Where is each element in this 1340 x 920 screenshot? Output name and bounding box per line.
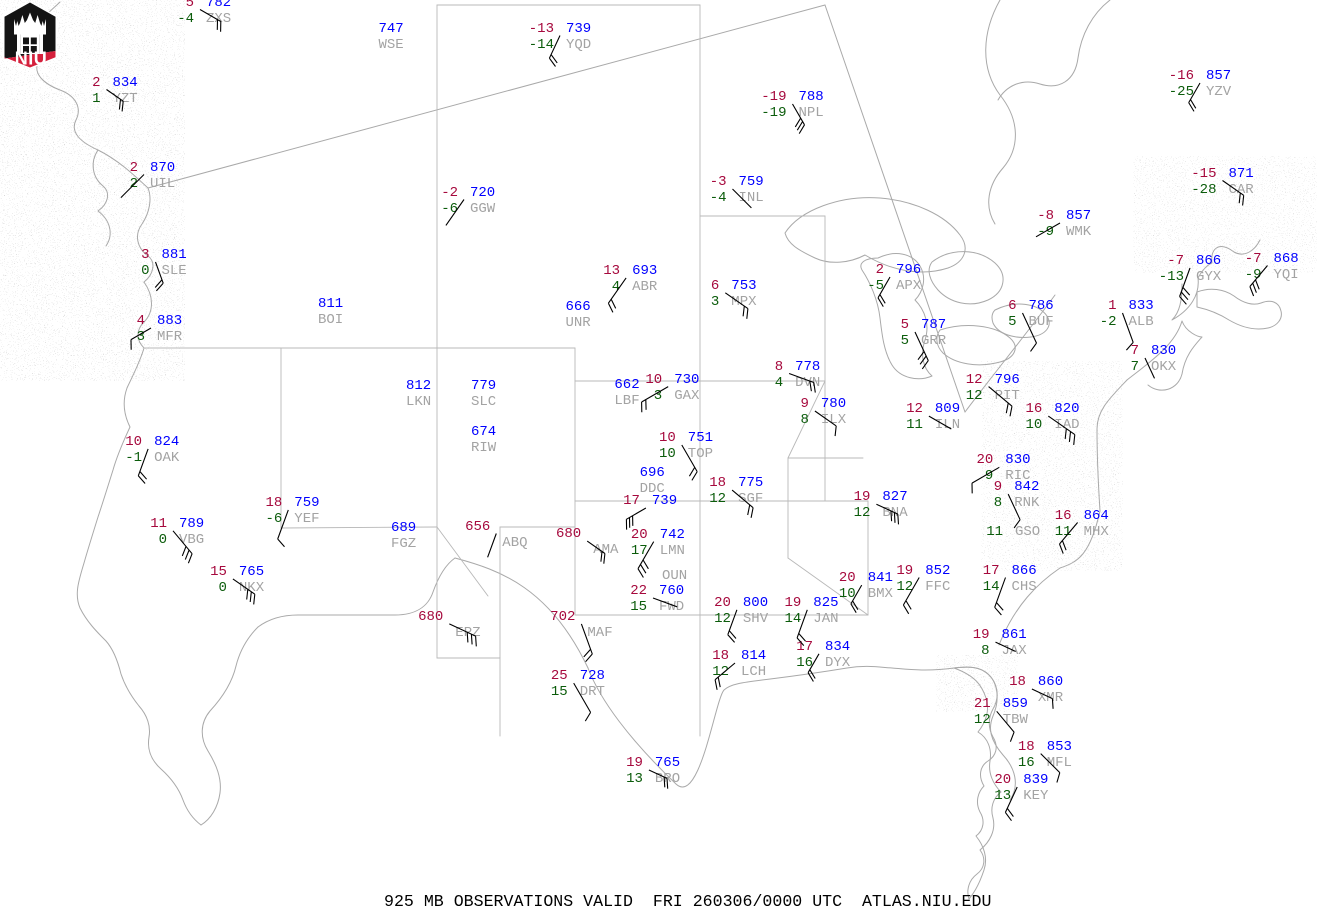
svg-text:NIU: NIU: [15, 49, 48, 69]
